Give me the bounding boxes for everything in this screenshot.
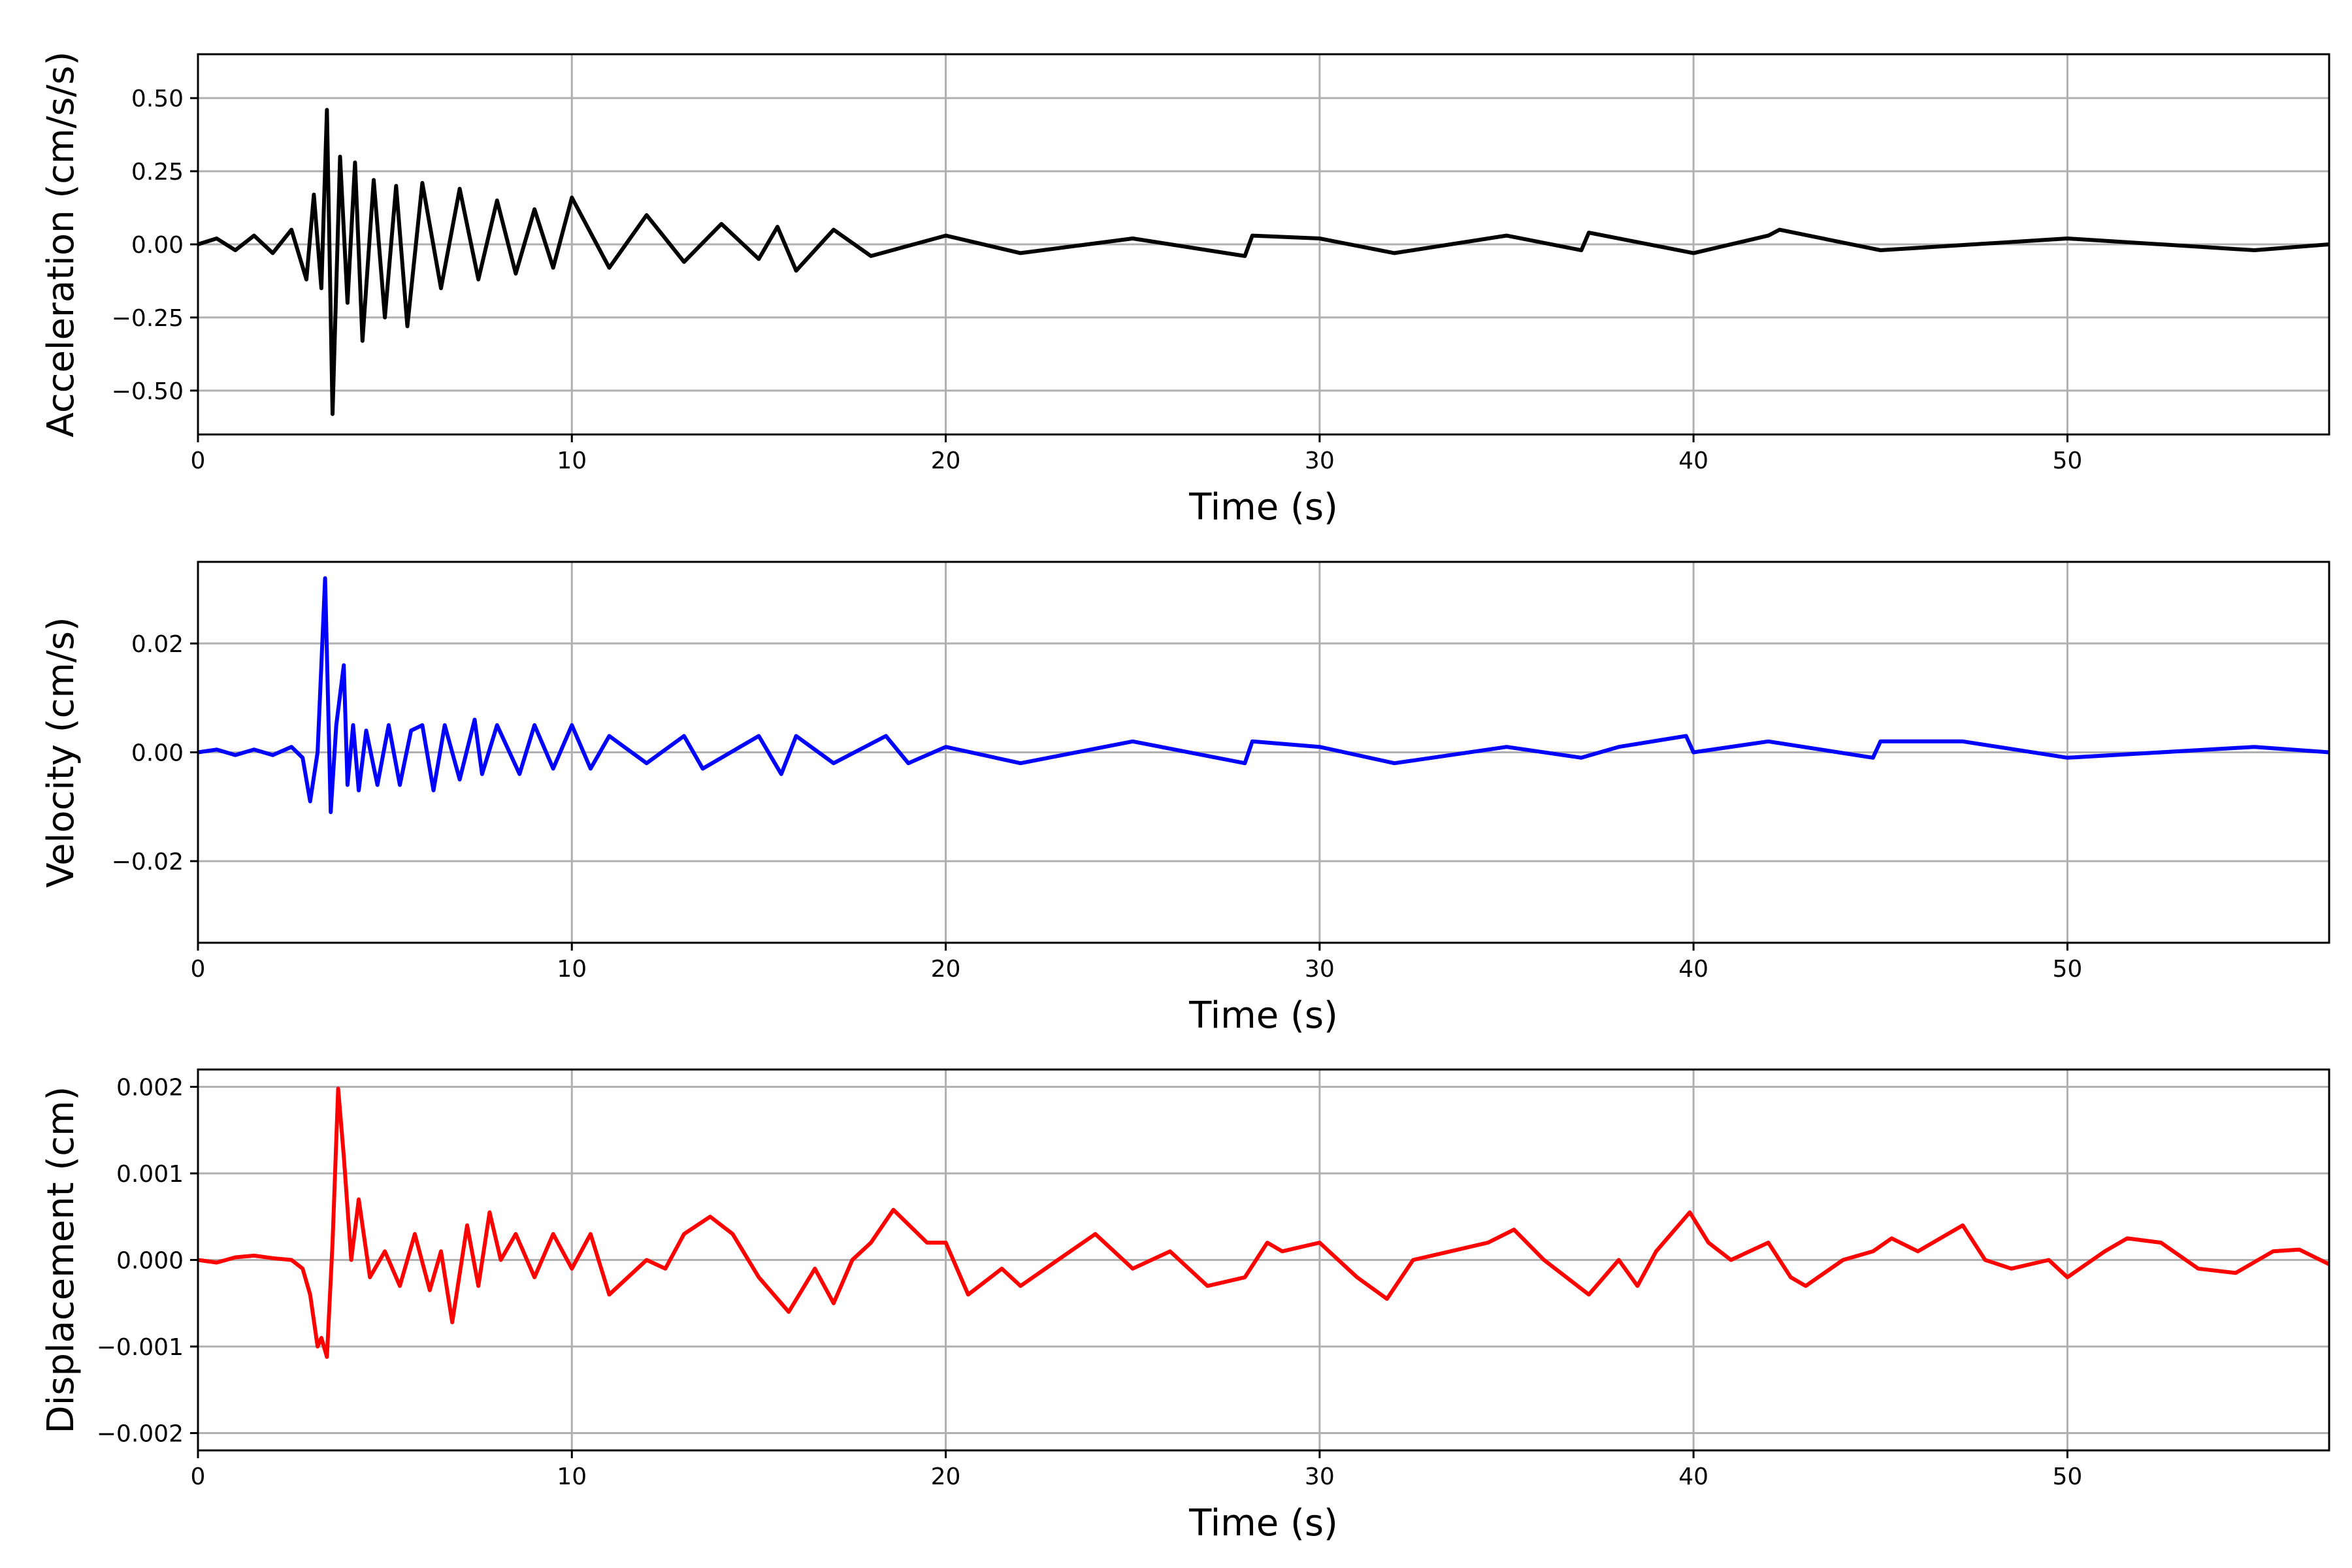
- acceleration-panel: 0 10 20 30 40 50 0.50 0.25 0.00 −0.25 −0.50 Time (s…: [40, 52, 2330, 529]
- acceleration-x-tick-label: 40: [1678, 448, 1708, 474]
- displacement-panel: 0 10 20 30 40 50 0.002 0.001 0.000 −0.001 −0.002 Ti…: [40, 1068, 2330, 1544]
- acceleration-x-tick-label: 50: [2052, 448, 2082, 474]
- velocity-x-tick-label: 0: [191, 956, 206, 983]
- displacement-y-axis-title: Displacement (cm): [40, 1086, 82, 1434]
- acceleration-y-tick-label: 0.25: [131, 159, 184, 186]
- acceleration-x-tick-label: 30: [1305, 448, 1335, 474]
- acceleration-y-tick-label: 0.50: [131, 86, 184, 112]
- velocity-y-tick-label: 0.00: [131, 740, 184, 767]
- displacement-y-tick-label: −0.002: [97, 1421, 184, 1448]
- displacement-x-tick-label: 40: [1678, 1463, 1708, 1490]
- acceleration-y-axis-title: Acceleration (cm/s/s): [40, 52, 82, 438]
- velocity-x-axis-title: Time (s): [1188, 994, 1338, 1037]
- acceleration-y-tick-label: 0.00: [131, 232, 184, 259]
- displacement-x-tick-label: 20: [931, 1463, 961, 1490]
- acceleration-x-axis-title: Time (s): [1188, 486, 1338, 529]
- velocity-x-tick-label: 20: [931, 956, 961, 983]
- displacement-y-tick-label: −0.001: [97, 1334, 184, 1361]
- acceleration-trace: [197, 108, 2330, 416]
- acceleration-x-tick-label: 0: [191, 448, 206, 474]
- displacement-x-tick-label: 10: [557, 1463, 587, 1490]
- acceleration-x-tick-label: 10: [557, 448, 587, 474]
- velocity-x-tick-label: 50: [2052, 956, 2082, 983]
- acceleration-y-tick-label: −0.25: [112, 305, 184, 332]
- acceleration-y-tick-label: −0.50: [112, 378, 184, 405]
- displacement-x-tick-label: 0: [191, 1463, 206, 1490]
- velocity-y-tick-label: 0.02: [131, 631, 184, 658]
- displacement-trace: [197, 1086, 2330, 1359]
- displacement-x-tick-label: 50: [2052, 1463, 2082, 1490]
- displacement-y-tick-label: 0.002: [116, 1075, 184, 1102]
- velocity-x-tick-label: 10: [557, 956, 587, 983]
- velocity-x-tick-label: 40: [1678, 956, 1708, 983]
- displacement-x-tick-label: 30: [1305, 1463, 1335, 1490]
- velocity-y-axis-title: Velocity (cm/s): [40, 617, 82, 888]
- acceleration-x-tick-label: 20: [931, 448, 961, 474]
- velocity-y-tick-label: −0.02: [112, 849, 184, 875]
- displacement-y-tick-label: 0.001: [116, 1161, 184, 1188]
- displacement-y-tick-label: 0.000: [116, 1248, 184, 1275]
- velocity-x-tick-label: 30: [1305, 956, 1335, 983]
- displacement-x-axis-title: Time (s): [1188, 1502, 1338, 1544]
- velocity-trace: [197, 576, 2330, 815]
- velocity-panel: 0 10 20 30 40 50 0.02 0.00 −0.02 Time (s) Velocity…: [40, 561, 2330, 1037]
